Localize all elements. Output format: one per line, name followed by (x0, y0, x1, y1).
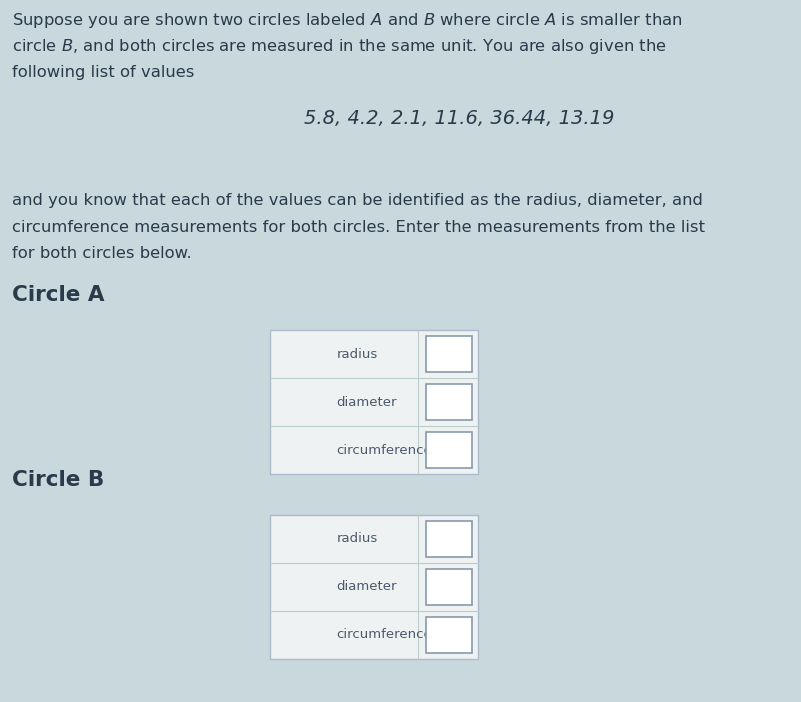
Text: for both circles below.: for both circles below. (12, 246, 191, 260)
Bar (270, 330, 478, 474)
Text: circumference: circumference (336, 444, 433, 456)
Bar (426, 617, 472, 653)
Text: diameter: diameter (336, 395, 397, 409)
Text: Circle A: Circle A (12, 285, 104, 305)
Text: circle $\mathit{B}$, and both circles are measured in the same unit. You are als: circle $\mathit{B}$, and both circles ar… (12, 37, 666, 56)
Text: radius: radius (336, 533, 378, 545)
Bar (270, 515, 478, 659)
Bar (426, 521, 472, 557)
Bar (426, 336, 472, 372)
Text: diameter: diameter (336, 581, 397, 593)
Bar (426, 432, 472, 468)
Text: Circle B: Circle B (12, 470, 104, 490)
Text: and you know that each of the values can be identified as the radius, diameter, : and you know that each of the values can… (12, 194, 702, 208)
Text: circumference: circumference (336, 628, 433, 642)
Bar (426, 384, 472, 420)
Text: Suppose you are shown two circles labeled $\mathit{A}$ and $\mathit{B}$ where ci: Suppose you are shown two circles labele… (12, 11, 682, 30)
Text: following list of values: following list of values (12, 65, 195, 81)
Text: 5.8, 4.2, 2.1, 11.6, 36.44, 13.19: 5.8, 4.2, 2.1, 11.6, 36.44, 13.19 (304, 109, 614, 128)
Text: radius: radius (336, 347, 378, 361)
Bar (426, 569, 472, 605)
Text: circumference measurements for both circles. Enter the measurements from the lis: circumference measurements for both circ… (12, 220, 705, 234)
